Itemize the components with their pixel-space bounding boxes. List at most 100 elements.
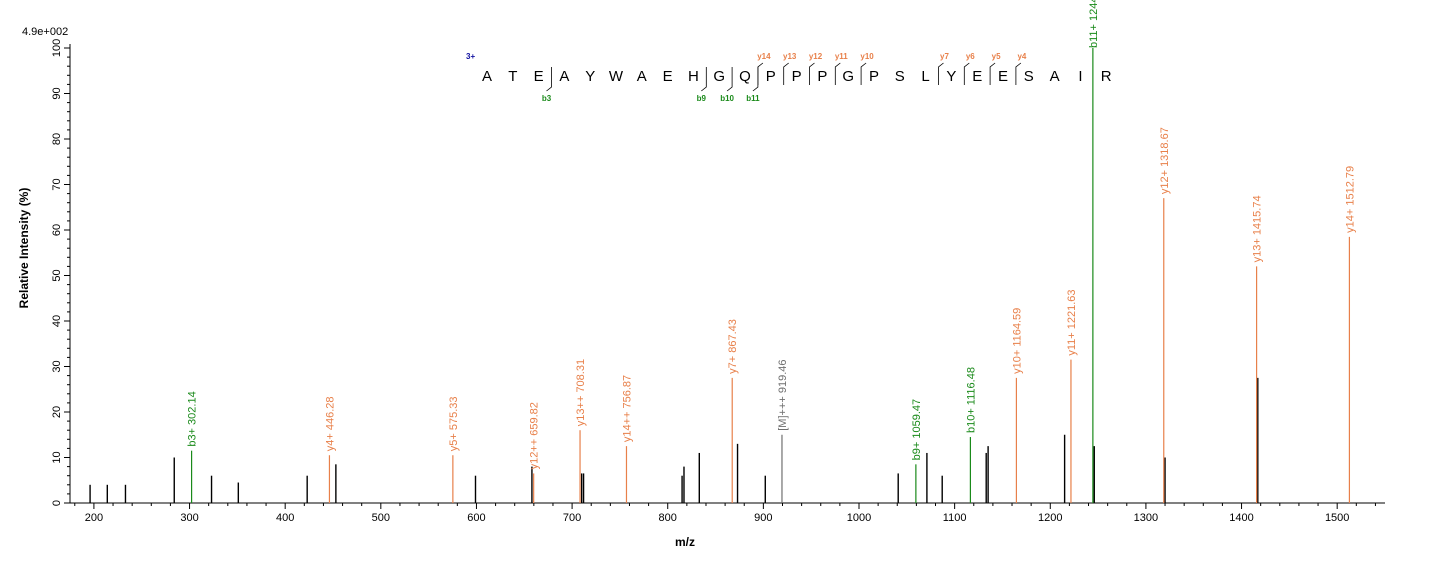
b-ion-marker bbox=[701, 67, 707, 92]
peak-label: b9+ 1059.47 bbox=[911, 399, 923, 460]
y-ion-marker bbox=[783, 62, 789, 85]
residue: T bbox=[508, 68, 517, 85]
peak-label: y12+ 1318.67 bbox=[1159, 127, 1171, 194]
residue: E bbox=[534, 68, 544, 85]
x-tick-label: 600 bbox=[467, 512, 485, 524]
b-ion-label: b10 bbox=[720, 94, 734, 103]
y-ion-marker bbox=[860, 62, 867, 85]
residue: Y bbox=[585, 68, 595, 85]
x-tick-label: 1200 bbox=[1038, 512, 1062, 524]
residue: I bbox=[1078, 68, 1082, 85]
peak-label: y5+ 575.33 bbox=[448, 396, 460, 451]
residue: P bbox=[792, 68, 802, 85]
x-tick-label: 500 bbox=[372, 512, 390, 524]
y-ion-label: y5 bbox=[992, 52, 1001, 61]
axes: 200 300 400 500 600 700 800 900 1000 1100 1200 1300… bbox=[51, 39, 1385, 524]
peak-label: y14+ 1512.79 bbox=[1344, 166, 1356, 233]
peak-label: y12++ 659.82 bbox=[529, 402, 541, 469]
y-tick-label: 20 bbox=[51, 406, 63, 418]
residue: P bbox=[869, 68, 879, 85]
b-ion-marker bbox=[752, 67, 759, 92]
y-tick-label: 0 bbox=[51, 500, 63, 506]
y-tick-label: 90 bbox=[51, 87, 63, 99]
y-ion-label: y11 bbox=[835, 52, 848, 61]
y-tick-label: 70 bbox=[51, 178, 63, 190]
residue: Y bbox=[946, 68, 956, 85]
b-ion-marker bbox=[726, 67, 733, 92]
x-tick-label: 1300 bbox=[1134, 512, 1158, 524]
y-ion-marker bbox=[809, 62, 815, 85]
y-ion-label: y10 bbox=[860, 52, 874, 61]
residue: S bbox=[1024, 68, 1034, 85]
y-ion-marker bbox=[834, 62, 841, 85]
residue: R bbox=[1101, 68, 1112, 85]
b-ion-label: b11 bbox=[746, 94, 760, 103]
x-tick-label: 1500 bbox=[1325, 512, 1349, 524]
y-ion-marker bbox=[989, 62, 996, 85]
residue: A bbox=[482, 68, 492, 85]
x-tick-label: 1100 bbox=[943, 512, 967, 524]
y-ion-label: y12 bbox=[809, 52, 823, 61]
peak-label: b3+ 302.14 bbox=[187, 391, 199, 446]
peaks: b3+ 302.14 y4+ 446.28 y5+ 575.33 y12++ 659.… bbox=[89, 0, 1356, 503]
peak-label: y10+ 1164.59 bbox=[1011, 308, 1023, 374]
y-axis-label: Relative Intensity (%) bbox=[17, 188, 31, 309]
b-ion-marker bbox=[546, 67, 552, 92]
y-ion-label: y4 bbox=[1017, 52, 1026, 61]
peak-label: y11+ 1221.63 bbox=[1066, 290, 1078, 356]
x-tick-label: 700 bbox=[563, 512, 581, 524]
peak-label: y13+ 1415.74 bbox=[1252, 195, 1264, 262]
residue: W bbox=[609, 68, 624, 85]
peak-label: b10+ 1116.48 bbox=[965, 367, 977, 433]
residue: G bbox=[842, 68, 854, 85]
y-ion-marker bbox=[938, 62, 944, 85]
y-ion-label: y7 bbox=[940, 52, 949, 61]
peak-label: b11+ 1244.55 bbox=[1088, 0, 1100, 48]
y-ion-label: y13 bbox=[783, 52, 797, 61]
x-tick-label: 1000 bbox=[847, 512, 871, 524]
residue: H bbox=[688, 68, 699, 85]
peak-label: y7+ 867.43 bbox=[727, 319, 739, 374]
y-tick-label: 40 bbox=[51, 315, 63, 327]
residue: P bbox=[766, 68, 776, 85]
peak-label: [M]+++ 919.46 bbox=[777, 360, 789, 431]
residue: E bbox=[972, 68, 982, 85]
residue: A bbox=[637, 68, 647, 85]
y-ion-label: y6 bbox=[966, 52, 975, 61]
residue: Q bbox=[739, 68, 751, 85]
peak-label: y4+ 446.28 bbox=[324, 396, 336, 451]
b-ion-label: b9 bbox=[697, 94, 707, 103]
y-tick-label: 10 bbox=[51, 451, 63, 463]
residue: E bbox=[998, 68, 1008, 85]
y-ion-label: y14 bbox=[757, 52, 771, 61]
charge-label: 3+ bbox=[466, 52, 475, 61]
residue: L bbox=[921, 68, 929, 85]
y-ion-marker bbox=[963, 62, 970, 85]
peak-label: y13++ 708.31 bbox=[575, 359, 587, 426]
y-tick-label: 100 bbox=[51, 39, 63, 57]
residue: A bbox=[1050, 68, 1060, 85]
residue: G bbox=[713, 68, 725, 85]
residue: S bbox=[895, 68, 905, 85]
b-ion-label: b3 bbox=[542, 94, 552, 103]
x-tick-label: 1400 bbox=[1229, 512, 1253, 524]
y-tick-label: 50 bbox=[51, 269, 63, 281]
peak-label: y14++ 756.87 bbox=[621, 375, 633, 442]
x-tick-label: 400 bbox=[276, 512, 294, 524]
x-axis-label: m/z bbox=[675, 535, 695, 549]
y-tick-label: 80 bbox=[51, 133, 63, 145]
residue: E bbox=[663, 68, 673, 85]
y-tick-label: 30 bbox=[51, 360, 63, 372]
x-tick-label: 800 bbox=[659, 512, 677, 524]
x-tick-label: 300 bbox=[180, 512, 198, 524]
y-tick-label: 60 bbox=[51, 224, 63, 236]
y-ion-marker bbox=[757, 62, 764, 85]
y-ion-marker bbox=[1015, 62, 1022, 85]
peptide-annotation: 3+A T E A Y W A E H G Q P P P G P S L Y E E S A I Rb3 b9 b10 b11y14… bbox=[466, 52, 1112, 103]
max-intensity-label: 4.9e+002 bbox=[22, 26, 68, 38]
residue: A bbox=[559, 68, 569, 85]
x-tick-label: 200 bbox=[85, 512, 103, 524]
residue: P bbox=[817, 68, 827, 85]
x-tick-label: 900 bbox=[754, 512, 772, 524]
